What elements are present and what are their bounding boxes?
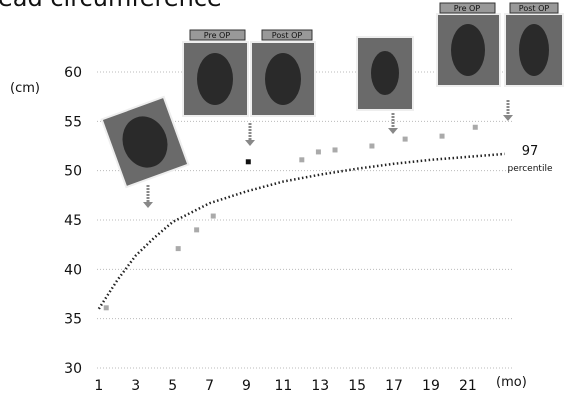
y-tick-label: 50	[64, 164, 82, 180]
data-point	[316, 149, 321, 154]
data-point	[246, 159, 251, 164]
ct-brain	[451, 24, 485, 76]
y-tick-label: 45	[64, 213, 82, 229]
data-point	[333, 147, 338, 152]
chart-title: ead circumference	[0, 0, 222, 12]
ct-images: Pre OP Post OP Pre OP Post OP	[102, 3, 563, 208]
x-tick-label: 15	[348, 378, 366, 394]
y-tick-label: 40	[64, 262, 82, 278]
image-label: Post OP	[272, 31, 303, 40]
data-point	[403, 137, 408, 142]
data-point	[104, 305, 109, 310]
arrow-head	[388, 128, 398, 134]
percentile-curve	[99, 154, 505, 309]
arrow-head	[503, 115, 513, 121]
image-label: Post OP	[519, 4, 550, 13]
data-point	[176, 246, 181, 251]
y-tick-label: 55	[64, 114, 82, 130]
ct-brain	[371, 51, 399, 95]
ct-brain	[265, 53, 301, 105]
data-point	[194, 227, 199, 232]
data-point	[211, 214, 216, 219]
x-tick-label: 9	[242, 378, 251, 394]
data-point	[369, 144, 374, 149]
annotation-value: 97	[522, 144, 539, 159]
x-tick-label: 11	[274, 378, 292, 394]
x-tick-label: 13	[311, 378, 329, 394]
x-tick-label: 7	[205, 378, 214, 394]
x-tick-label: 19	[422, 378, 440, 394]
chart: ead circumference (cm) (mo) 97 percentil…	[0, 0, 564, 398]
x-tick-label: 17	[385, 378, 403, 394]
x-tick-label: 3	[131, 378, 140, 394]
arrow-head	[245, 140, 255, 146]
x-tick-label: 1	[94, 378, 103, 394]
y-tick-label: 60	[64, 65, 82, 81]
data-point	[440, 134, 445, 139]
data-point	[473, 125, 478, 130]
data-point	[299, 157, 304, 162]
y-tick-label: 35	[64, 312, 82, 328]
ct-brain	[197, 53, 233, 105]
ct-brain	[519, 24, 549, 76]
annotation-label: percentile	[507, 164, 552, 174]
y-tick-label: 30	[64, 361, 82, 377]
image-label: Pre OP	[454, 4, 481, 13]
arrow-head	[143, 202, 153, 208]
x-tick-label: 5	[168, 378, 177, 394]
y-unit: (cm)	[10, 81, 40, 96]
image-label: Pre OP	[204, 31, 231, 40]
x-unit: (mo)	[496, 375, 527, 390]
x-tick-label: 21	[459, 378, 477, 394]
